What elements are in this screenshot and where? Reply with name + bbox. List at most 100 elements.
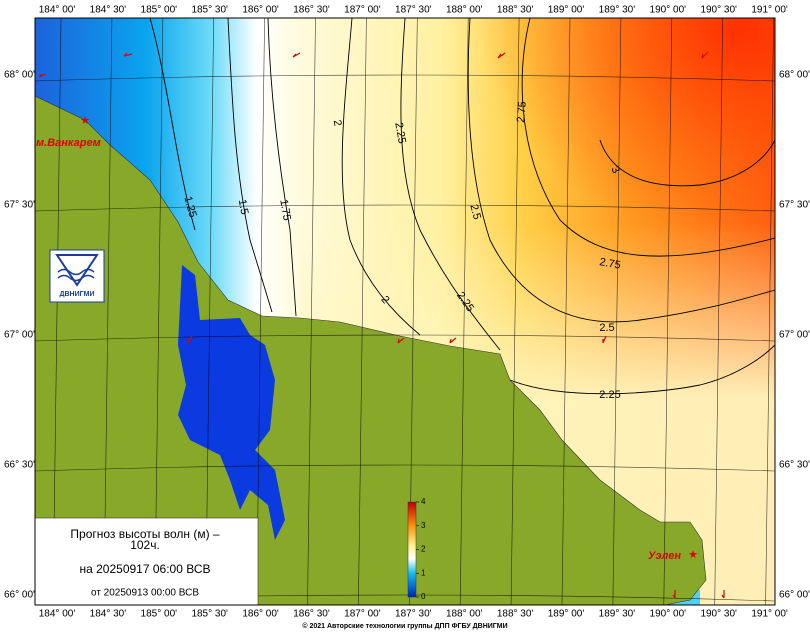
meridian	[612, 18, 622, 605]
map-frame	[34, 17, 776, 606]
contour-label: 2.5	[599, 322, 614, 334]
lon-label-bottom: 186° 00'	[242, 609, 279, 620]
lon-label-bottom: 187° 30'	[395, 609, 432, 620]
contour-line	[149, 18, 196, 231]
meridian	[307, 18, 316, 605]
colorbar-scale	[407, 501, 417, 598]
contour-label: 2.5	[467, 203, 483, 221]
arrow	[701, 51, 709, 59]
lon-label-bottom: 187° 00'	[344, 609, 381, 620]
lon-label-top: 189° 30'	[599, 5, 636, 16]
lon-label-top: 188° 30'	[497, 5, 534, 16]
meridian	[459, 18, 469, 605]
meridian	[663, 18, 673, 605]
lat-label-right: 67° 30'	[779, 200, 810, 211]
lon-label-bottom: 184° 30'	[90, 609, 127, 620]
lat-label-right: 66° 00'	[779, 590, 810, 601]
meridian	[256, 18, 265, 605]
contours	[149, 18, 775, 395]
logo: ДВНИГМИ	[49, 249, 105, 303]
lon-label-bottom: 189° 00'	[548, 609, 585, 620]
colorbar: 0 1 2 3 4	[407, 497, 426, 601]
lon-label-top: 184° 30'	[90, 5, 127, 16]
meridian	[103, 18, 113, 605]
arrow	[123, 52, 133, 57]
lat-label-left: 67° 30'	[4, 200, 35, 211]
lat-label-left: 66° 30'	[4, 460, 35, 471]
lat-label-right: 68° 00'	[779, 70, 810, 81]
place-name: Уэлен	[648, 550, 681, 562]
lon-label-bottom: 185° 00'	[141, 609, 178, 620]
colorbar-tick-label: 1	[421, 568, 426, 577]
legend-box	[35, 517, 259, 605]
stations: ★ ★	[80, 115, 698, 561]
lon-label-bottom: 191° 00'	[751, 609, 788, 620]
station-marker: ★	[80, 115, 90, 127]
contour-label: 1.25	[182, 195, 199, 219]
arrow	[397, 337, 405, 344]
legend-lead: 102ч.	[130, 538, 160, 552]
lat-label-left: 67° 00'	[4, 330, 35, 341]
meridian	[358, 18, 367, 605]
contour-line	[227, 18, 273, 313]
contour-label: 2.25	[599, 389, 620, 401]
contour-label: 2.75	[598, 256, 621, 272]
lon-label-top: 191° 00'	[751, 5, 788, 16]
meridian	[510, 18, 520, 605]
legend-title: Прогноз высоты волн (м) –	[70, 527, 220, 541]
contour-line	[400, 18, 501, 351]
parallel	[35, 74, 775, 82]
lon-label-bottom: 188° 30'	[497, 609, 534, 620]
contour-line	[599, 139, 775, 187]
arrow	[449, 337, 457, 344]
arrow	[38, 73, 47, 78]
legend: Прогноз высоты волн (м) – 102ч. на 20250…	[35, 517, 259, 605]
contour-line	[267, 18, 297, 317]
arrow	[602, 335, 607, 344]
legend-issued: от 20250913 00:00 ВСВ	[91, 588, 199, 599]
logo-text: ДВНИГМИ	[60, 291, 95, 298]
arrow	[497, 52, 506, 59]
lon-label-top: 190° 30'	[700, 5, 737, 16]
lon-label-bottom: 188° 00'	[446, 609, 483, 620]
colorbar-tick-label: 2	[421, 545, 426, 554]
lat-label-right: 66° 30'	[779, 460, 810, 471]
lon-label-top: 190° 00'	[650, 5, 687, 16]
contour-label: 3	[608, 164, 621, 175]
meridian	[154, 18, 164, 605]
arrow	[672, 590, 676, 599]
station-marker: ★	[688, 549, 698, 561]
meridian	[765, 18, 774, 605]
contour-line	[467, 18, 775, 323]
lon-label-top: 185° 00'	[141, 5, 178, 16]
contour-label: 2.25	[392, 121, 408, 144]
lon-label-bottom: 190° 00'	[650, 609, 687, 620]
contour-line	[509, 344, 775, 395]
parallel	[35, 334, 775, 342]
arrow	[721, 590, 725, 599]
arrow	[187, 335, 193, 344]
place-name: м.Ванкарем	[36, 137, 101, 149]
lon-label-bottom: 190° 30'	[700, 609, 737, 620]
contour-labels: 2 2.25 2.75 1.25 1.5 1.75 2.5 3 2.75 2 2…	[182, 101, 622, 401]
contour-label: 1.75	[277, 198, 293, 221]
lat-label-right: 67° 00'	[779, 330, 810, 341]
lon-label-bottom: 189° 30'	[599, 609, 636, 620]
colorbar-tick-label: 4	[421, 497, 426, 506]
lat-label-left: 68° 00'	[4, 70, 35, 81]
lon-label-bottom: 186° 30'	[293, 609, 330, 620]
lat-label-left: 66° 00'	[4, 590, 35, 601]
arrow	[292, 52, 301, 58]
parallel	[35, 464, 775, 472]
lon-label-bottom: 184° 00'	[39, 609, 76, 620]
meridian	[714, 18, 723, 605]
parallel	[35, 204, 775, 212]
colorbar-tick-label: 3	[421, 521, 426, 530]
contour-label: 2.75	[515, 101, 529, 123]
lon-label-bottom: 185° 30'	[191, 609, 228, 620]
map-area: 2 2.25 2.75 1.25 1.5 1.75 2.5 3 2.75 2 2…	[35, 18, 775, 605]
lon-label-top: 186° 00'	[242, 5, 279, 16]
lon-label-top: 187° 30'	[395, 5, 432, 16]
legend-valid: на 20250917 06:00 ВСВ	[80, 562, 211, 576]
